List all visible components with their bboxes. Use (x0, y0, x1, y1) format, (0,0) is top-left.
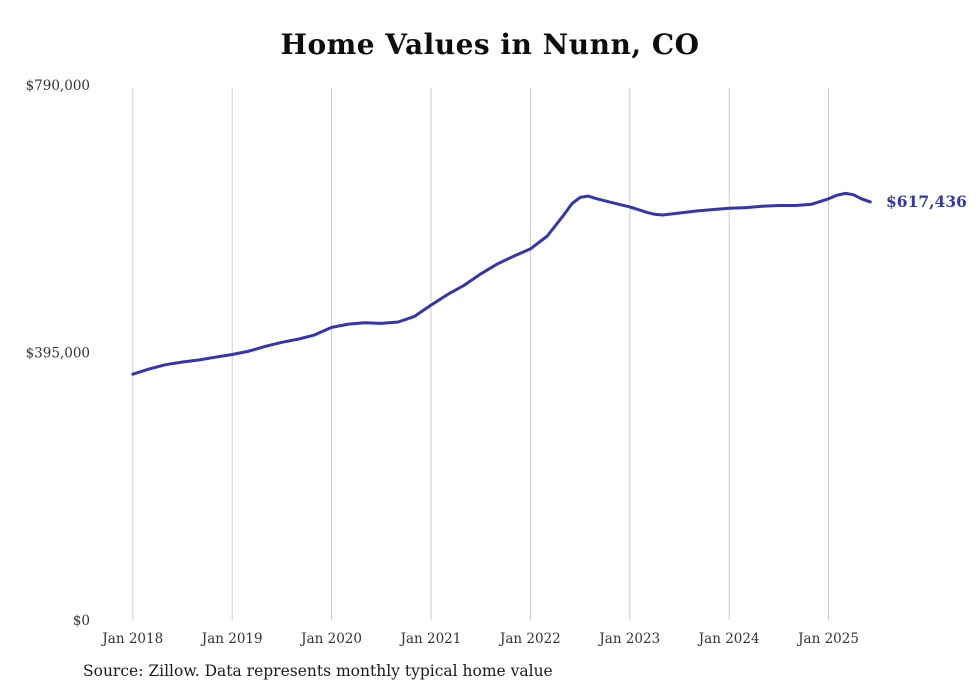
y-tick-label: $0 (73, 613, 90, 629)
x-tick-label: Jan 2023 (597, 631, 660, 647)
x-tick-label: Jan 2021 (399, 631, 462, 647)
x-tick-label: Jan 2022 (498, 631, 561, 647)
chart-title: Home Values in Nunn, CO (280, 28, 700, 61)
y-tick-label: $395,000 (26, 346, 90, 362)
x-tick-label: Jan 2019 (200, 631, 263, 647)
y-tick-label: $790,000 (26, 78, 90, 94)
latest-value-label: $617,436 (886, 191, 967, 211)
x-tick-label: Jan 2018 (100, 631, 163, 647)
x-tick-label: Jan 2025 (796, 631, 859, 647)
x-tick-label: Jan 2024 (697, 631, 760, 647)
home-value-line (131, 191, 872, 376)
source-note: Source: Zillow. Data represents monthly … (83, 662, 553, 680)
x-tick-label: Jan 2020 (299, 631, 362, 647)
